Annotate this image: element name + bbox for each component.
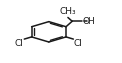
Text: Cl: Cl (15, 40, 24, 49)
Text: CH₃: CH₃ (60, 7, 76, 16)
Text: O: O (82, 17, 89, 26)
Text: Cl: Cl (74, 40, 83, 49)
Text: H: H (87, 17, 94, 26)
